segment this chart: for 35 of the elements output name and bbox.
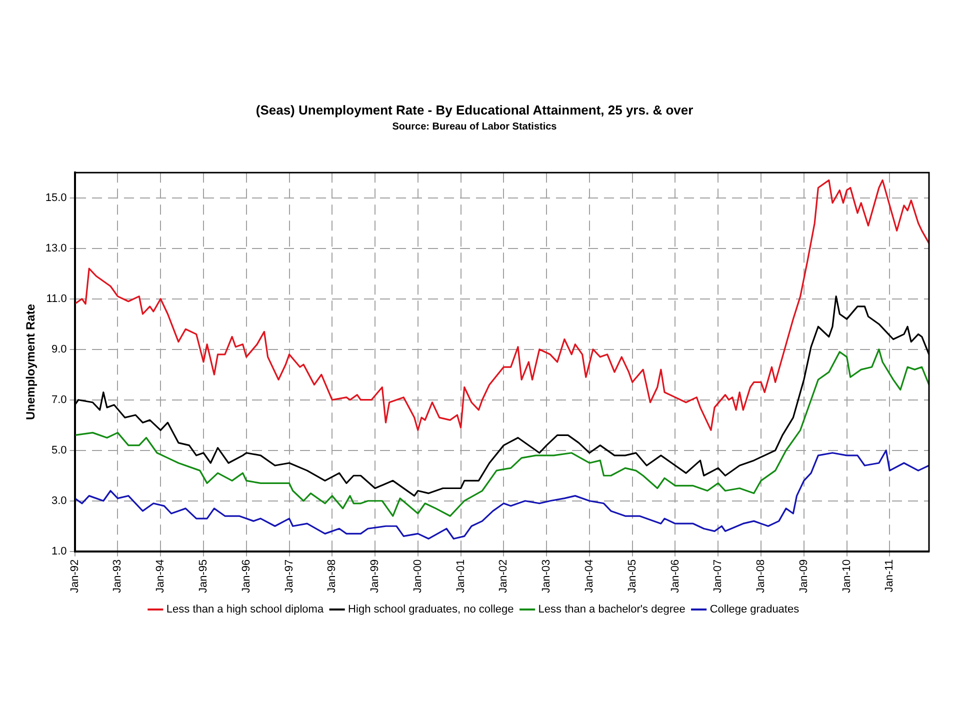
legend-label: College graduates — [710, 604, 800, 616]
y-tick-label: 1.0 — [52, 545, 67, 558]
y-axis-title: Unemployment Rate — [24, 304, 38, 420]
x-tick-label: Jan-94 — [154, 559, 167, 594]
x-tick-label: Jan-02 — [498, 559, 510, 594]
x-tick-label: Jan-93 — [112, 559, 124, 594]
x-tick-label: Jan-95 — [198, 559, 210, 594]
x-tick-label: Jan-99 — [369, 559, 382, 594]
x-tick-label: Jan-07 — [712, 559, 724, 594]
legend-label: Less than a high school diploma — [166, 604, 324, 616]
x-tick-label: Jan-00 — [412, 559, 424, 594]
y-tick-label: 15.0 — [45, 192, 67, 204]
chart-title: (Seas) Unemployment Rate - By Educational Attainment, 25 yrs. & over — [256, 102, 694, 118]
x-tick-label: Jan-08 — [755, 559, 768, 594]
x-tick-label: Jan-97 — [283, 559, 296, 594]
x-tick-label: Jan-96 — [240, 559, 252, 594]
y-tick-label: 9.0 — [52, 343, 67, 356]
y-tick-label: 13.0 — [45, 242, 67, 254]
chart-subtitle: Source: Bureau of Labor Statistics — [392, 121, 558, 132]
x-tick-label: Jan-01 — [454, 559, 467, 594]
x-tick-label: Jan-98 — [326, 559, 338, 594]
x-tick-label: Jan-05 — [626, 559, 638, 594]
legend-label: Less than a bachelor's degree — [538, 604, 686, 616]
x-tick-label: Jan-03 — [540, 559, 553, 594]
x-tick-label: Jan-92 — [68, 559, 81, 594]
x-tick-label: Jan-10 — [840, 559, 853, 594]
x-tick-label: Jan-11 — [884, 559, 896, 592]
y-tick-label: 7.0 — [52, 394, 67, 406]
x-tick-label: Jan-06 — [669, 559, 682, 594]
x-tick-label: Jan-04 — [584, 559, 596, 594]
y-tick-label: 3.0 — [52, 494, 67, 507]
y-tick-label: 5.0 — [52, 444, 67, 456]
x-tick-label: Jan-09 — [798, 559, 810, 594]
y-tick-label: 11.0 — [46, 292, 67, 305]
legend-label: High school graduates, no college — [348, 604, 514, 616]
